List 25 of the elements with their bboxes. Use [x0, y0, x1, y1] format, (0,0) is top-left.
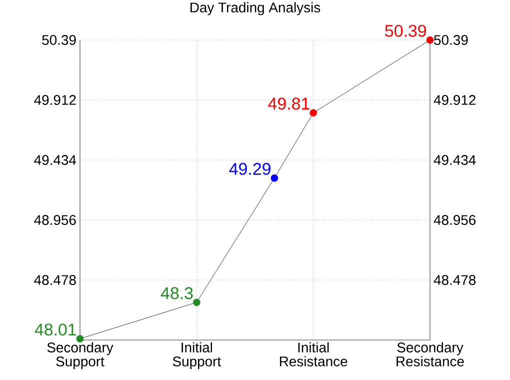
point: [270, 174, 278, 182]
data-label: 48.3: [160, 287, 193, 300]
x-tick-label: Secondary Resistance: [396, 342, 464, 366]
point: [310, 109, 318, 116]
y-tick-label: 49.434: [34, 155, 76, 165]
y-tick-label: 48.956: [34, 215, 76, 225]
chart-title: Day Trading Analysis: [190, 2, 320, 16]
y2-tick-label: 49.912: [434, 95, 476, 105]
data-label: 49.81: [268, 98, 310, 110]
data-label: 48.01: [34, 324, 76, 336]
y-tick-label: 48.478: [34, 275, 76, 285]
y2-tick-label: 50.39: [434, 35, 468, 45]
data-label: 50.39: [385, 24, 426, 37]
y-tick-label: 50.39: [42, 35, 76, 45]
point: [76, 335, 84, 342]
x-tick-label: Secondary Support: [47, 342, 114, 370]
y2-tick-label: 48.478: [434, 275, 476, 285]
y2-tick-label: 49.434: [434, 155, 476, 165]
data-label: 49.29: [229, 162, 270, 175]
x-tick-label: Initial Resistance: [280, 342, 348, 366]
point: [426, 36, 434, 44]
y-tick-label: 49.912: [34, 95, 76, 105]
y2-tick-label: 48.956: [434, 215, 476, 225]
point: [192, 298, 200, 306]
x-tick-label: Initial Support: [172, 342, 221, 370]
